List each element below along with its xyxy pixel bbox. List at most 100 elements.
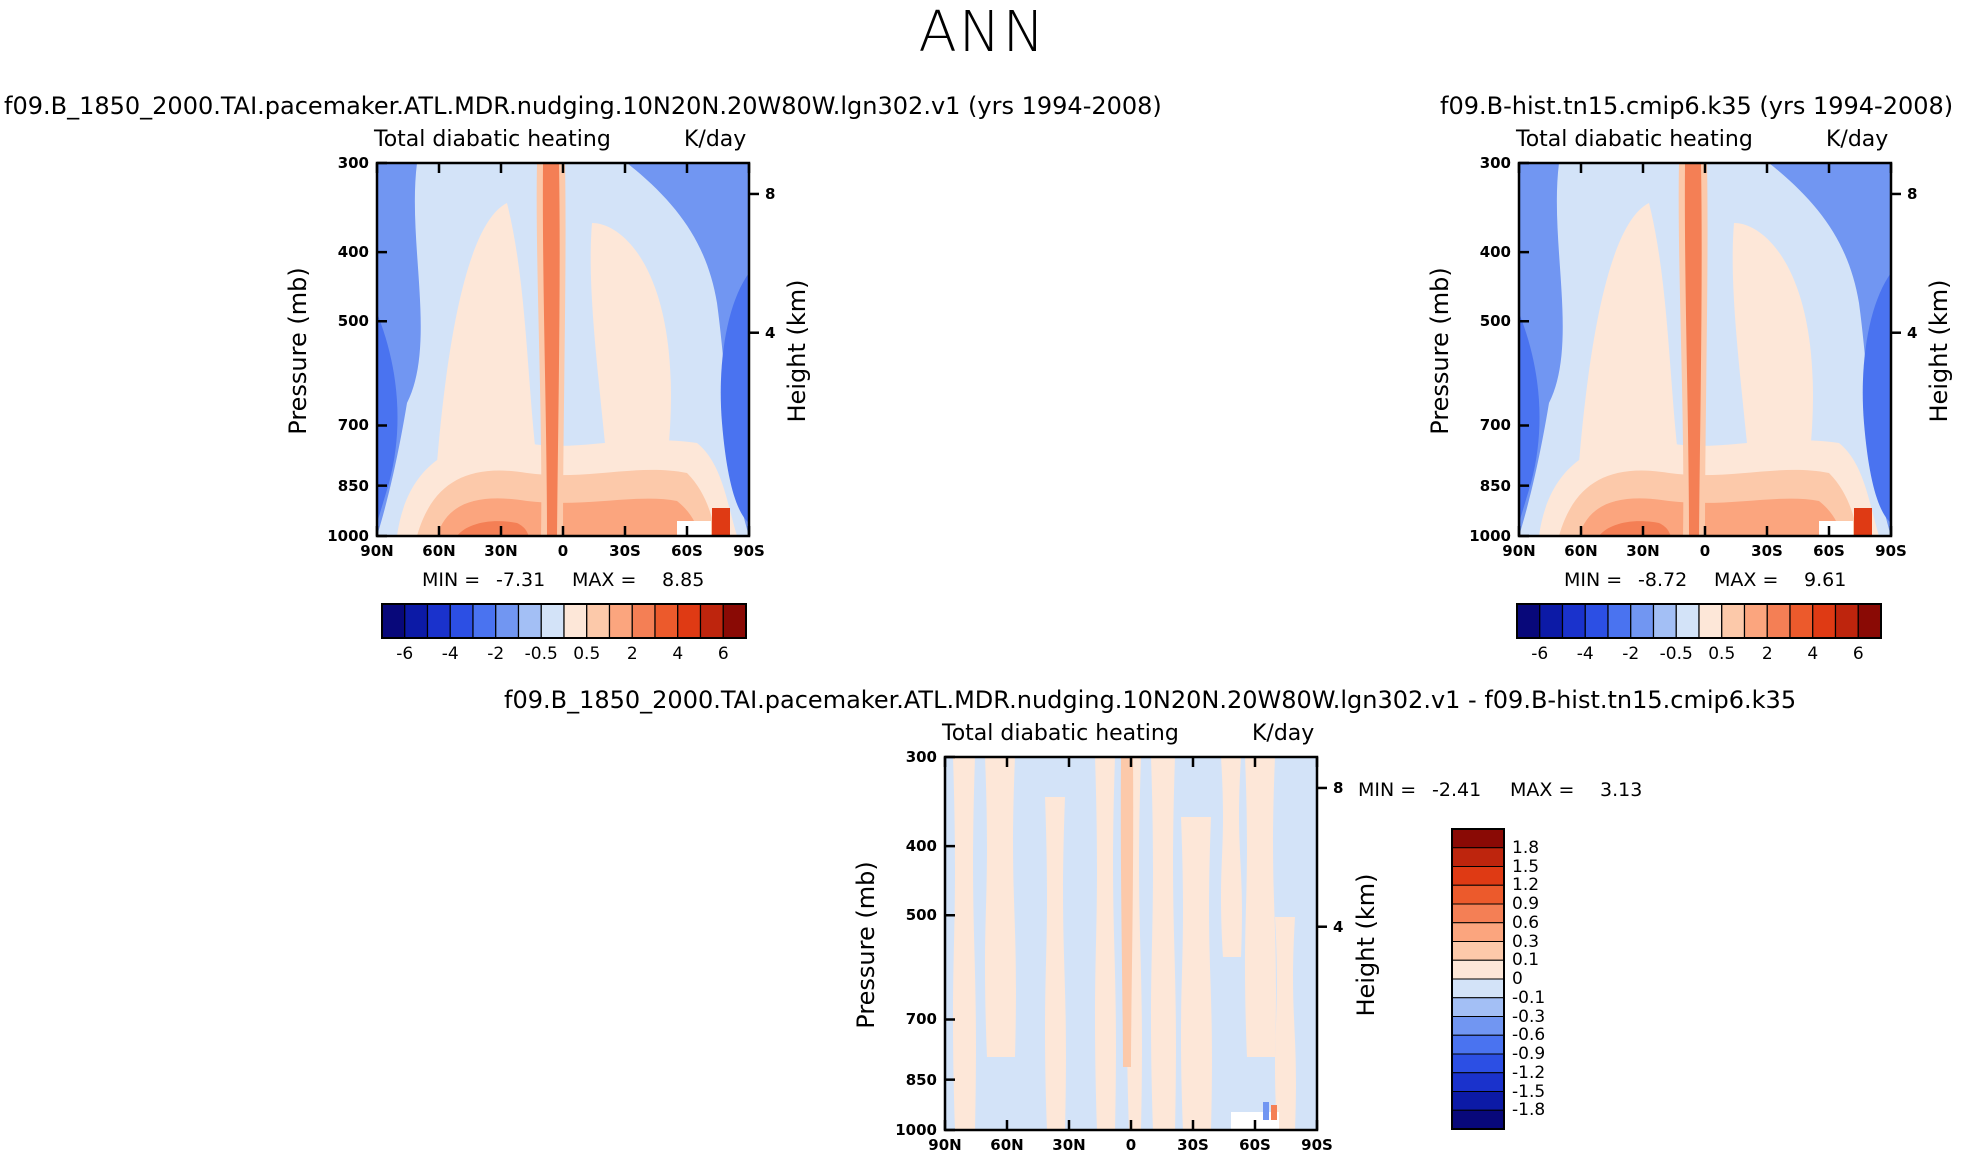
- panel-3-colorbar-label-10: -0.6: [1512, 1025, 1546, 1046]
- panel-2-colorbar: [1516, 603, 1882, 639]
- panel-2-colorbar-frame: [1516, 603, 1882, 639]
- panel-3-colorbar-label-1: 1.5: [1512, 856, 1540, 877]
- panel-2-plot: [1517, 161, 1893, 538]
- panel-1-colorbar-box-9: [586, 603, 611, 639]
- panel-3-case-title: f09.B_1850_2000.TAI.pacemaker.ATL.MDR.nu…: [504, 686, 1797, 714]
- panel-3-colorbar-label-11: -0.9: [1512, 1044, 1546, 1064]
- panel-1-min-value: -7.31: [496, 569, 546, 591]
- panel-2-colorbar-label-1: -4: [1576, 644, 1594, 664]
- panel-3-field: [945, 757, 1317, 1130]
- panel-3-colorbar-box-11: [1451, 1034, 1505, 1055]
- panel-3-colorbar-box-10: [1451, 1016, 1505, 1036]
- panel-3-ytick-label-3: 700: [905, 1010, 937, 1029]
- panel-2-tick-marks: [1517, 161, 1901, 538]
- panel-1-yrtick-label-0: 8: [765, 184, 776, 203]
- panel-3-ytick-label-1: 400: [905, 837, 937, 856]
- panel-2-colorbar-box-13: [1812, 603, 1837, 639]
- panel-3-colorbar-frame: [1451, 828, 1505, 1130]
- panel-2-units: K/day: [1826, 127, 1889, 152]
- panel-1-field: [377, 163, 749, 536]
- panel-1-tick-marks: [375, 161, 759, 538]
- panel-2-max-label: MAX =: [1714, 569, 1779, 591]
- panel-3-colorbar-label-12: -1.2: [1512, 1062, 1546, 1083]
- panel-1-colorbar-box-5: [495, 603, 520, 639]
- panel-2-xtick-label-5: 60S: [1813, 542, 1845, 560]
- panel-3-warm-stripe-5: [1151, 757, 1176, 1130]
- panel-3-ylabel-right: Height (km): [1352, 873, 1380, 1017]
- panel-2-colorbar-box-7: [1675, 603, 1700, 639]
- panel-1-south-polar-core: [720, 273, 749, 523]
- panel-2-colorbar-box-15: [1857, 603, 1882, 639]
- panel-1-ytick-label-1: 400: [337, 243, 369, 262]
- panel-1-south-surface-spot: [712, 508, 730, 536]
- panel-3-colorbar-label-9: -0.3: [1512, 1006, 1546, 1027]
- panel-1-ylabel: Pressure (mb): [284, 267, 312, 435]
- panel-2-colorbar-box-9: [1721, 603, 1746, 639]
- panel-1-case-title: f09.B_1850_2000.TAI.pacemaker.ATL.MDR.nu…: [4, 92, 1162, 120]
- panel-1-colorbar-label-0: -6: [396, 644, 414, 664]
- panel-3-xtick-label-3: 0: [1125, 1136, 1137, 1154]
- panel-3-colorbar: [1451, 828, 1505, 1130]
- panel-3-colorbar-box-9: [1451, 997, 1505, 1017]
- panel-3-units: K/day: [1252, 721, 1315, 746]
- panel-2-colorbar-box-12: [1789, 603, 1814, 639]
- panel-3-plot: [943, 755, 1319, 1132]
- panel-1-colorbar-label-6: 4: [672, 644, 684, 664]
- panel-3-colorbar-box-5: [1451, 922, 1505, 942]
- panel-1-topography-mask: [677, 521, 711, 536]
- panel-1-max-value: 8.85: [662, 569, 705, 591]
- panel-2-xtick-label-4: 30S: [1751, 542, 1783, 560]
- panel-3-max-label: MAX =: [1510, 779, 1575, 801]
- panel-3-colorbar-label-3: 0.9: [1512, 894, 1540, 914]
- panel-2-max-value: 9.61: [1804, 569, 1847, 591]
- panel-1-colorbar-box-3: [449, 603, 474, 639]
- panel-1-colorbar: [381, 603, 747, 639]
- panel-1-ylabel-right: Height (km): [783, 279, 811, 423]
- panel-1-nh-warm-lobe: [437, 203, 537, 463]
- panel-1-colorbar-box-14: [699, 603, 724, 639]
- panel-2-colorbar-label-7: 6: [1852, 644, 1864, 664]
- panel-2-colorbar-box-8: [1698, 603, 1723, 639]
- panel-3-max-value: 3.13: [1600, 779, 1643, 801]
- panel-2-south-polar-core: [1862, 273, 1891, 523]
- panel-1-itcz-core: [542, 163, 560, 536]
- panel-2-south-surface-spot: [1854, 508, 1872, 536]
- panel-2-xtick-label-0: 90N: [1502, 542, 1536, 560]
- panel-1-colorbar-box-4: [472, 603, 497, 639]
- panel-3-surface-anomaly-blue: [1263, 1102, 1269, 1120]
- panel-3-ytick-label-0: 300: [905, 748, 937, 766]
- panel-1-colorbar-frame: [381, 603, 747, 639]
- panel-2-xtick-label-1: 60N: [1564, 542, 1598, 560]
- panel-3-yrtick-label-1: 4: [1333, 917, 1344, 936]
- panel-1-colorbar-label-7: 6: [717, 644, 729, 664]
- panel-1-units: K/day: [684, 127, 747, 152]
- panel-2-ytick-label-4: 850: [1479, 476, 1511, 495]
- panel-1-xtick-label-4: 30S: [609, 542, 641, 560]
- panel-2-ytick-label-2: 500: [1479, 312, 1511, 331]
- panel-3-warm-stripe-0: [953, 757, 976, 1130]
- panel-2-colorbar-label-3: -0.5: [1659, 644, 1693, 664]
- panel-2-colorbar-label-2: -2: [1622, 644, 1640, 664]
- panel-3-plot-title: Total diabatic heating: [942, 721, 1179, 746]
- panel-3-ytick-label-5: 1000: [895, 1121, 937, 1139]
- panel-3-xtick-label-5: 60S: [1239, 1136, 1271, 1154]
- panel-2-colorbar-box-2: [1561, 603, 1586, 639]
- panel-3-ytick-label-2: 500: [905, 906, 937, 925]
- panel-3-colorbar-box-3: [1451, 884, 1505, 905]
- panel-1-xtick-label-1: 60N: [422, 542, 456, 560]
- panel-2-colorbar-box-4: [1607, 603, 1632, 639]
- panel-1-xtick-label-6: 90S: [733, 542, 765, 560]
- panel-1-ytick-label-3: 700: [337, 416, 369, 435]
- panel-3-colorbar-label-2: 1.2: [1512, 875, 1540, 896]
- panel-1-colorbar-box-7: [540, 603, 565, 639]
- panel-2-sh-warm-lobe: [1732, 223, 1813, 463]
- panel-1-colorbar-label-1: -4: [441, 644, 459, 664]
- panel-2-colorbar-box-0: [1516, 603, 1541, 639]
- panel-2-ytick-label-1: 400: [1479, 243, 1511, 262]
- panel-3-colorbar-label-8: -0.1: [1512, 987, 1546, 1008]
- panel-1-colorbar-box-10: [608, 603, 633, 639]
- panel-1-south-polar-region: [627, 163, 749, 536]
- panel-3-colorbar-label-7: 0: [1512, 969, 1523, 989]
- panel-2-north-polar-core: [1519, 313, 1540, 523]
- panel-1-colorbar-label-4: 0.5: [573, 644, 601, 664]
